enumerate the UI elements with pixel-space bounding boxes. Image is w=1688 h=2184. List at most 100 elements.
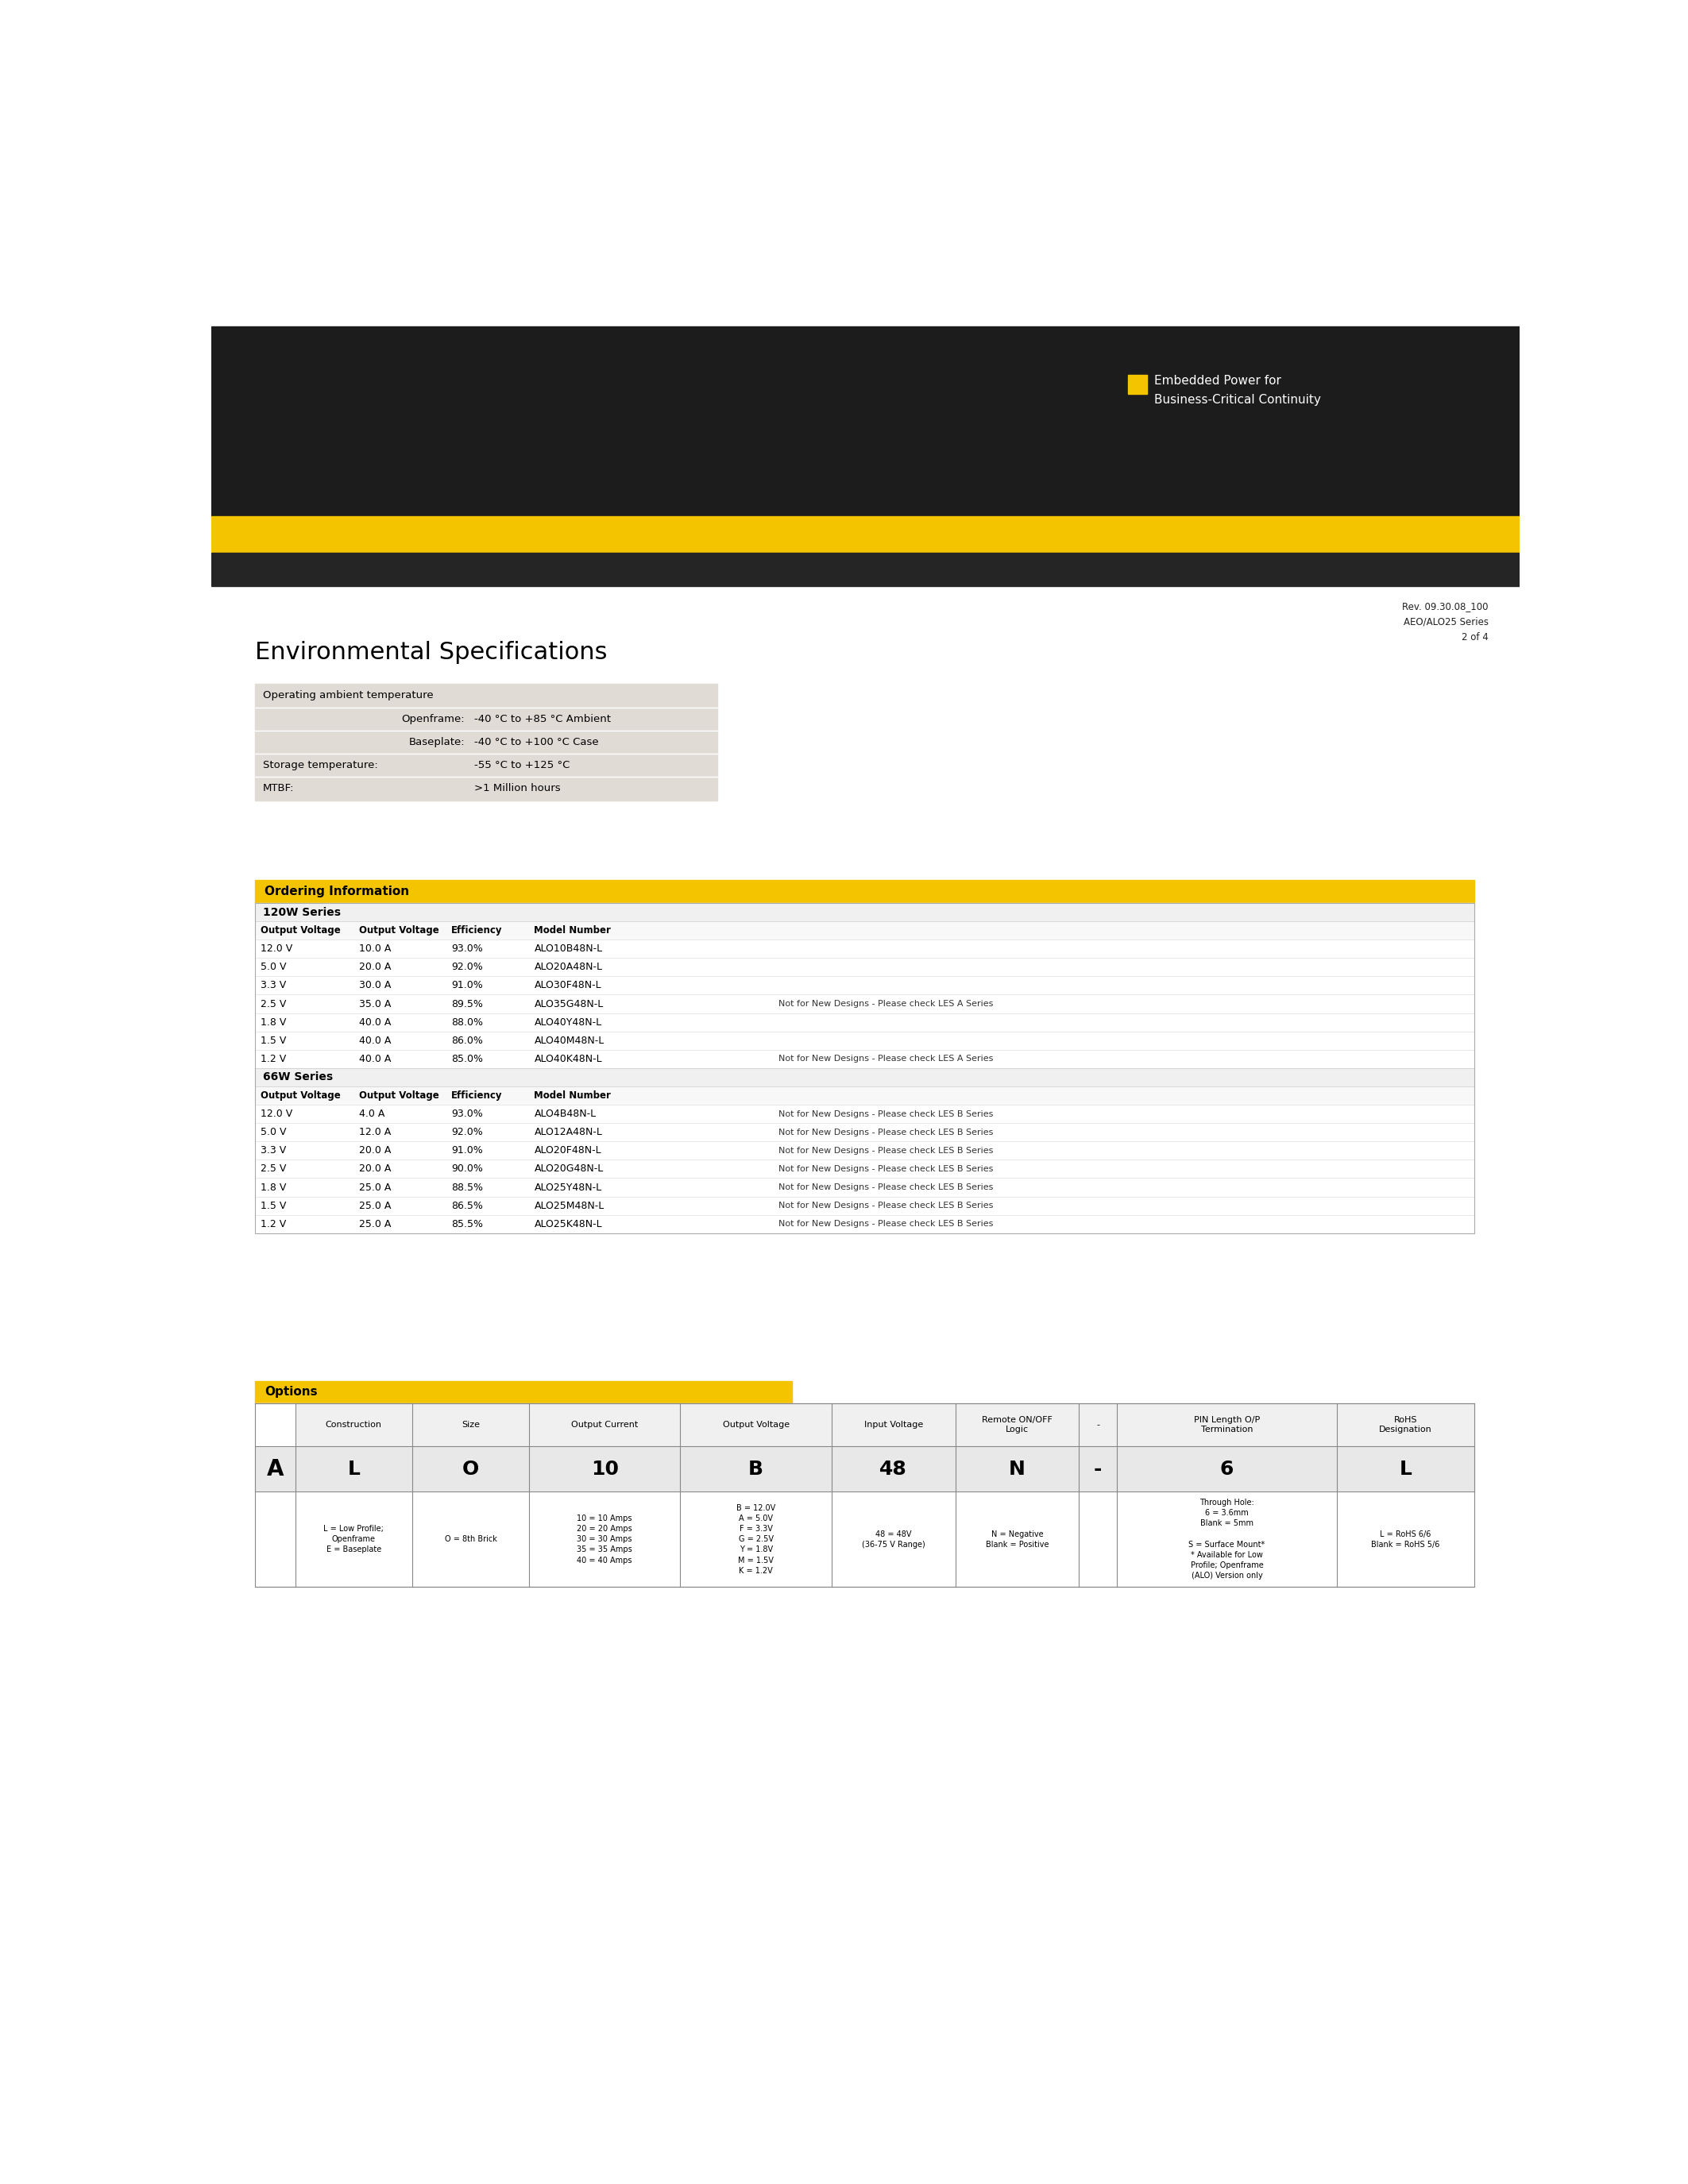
Text: 6: 6 (1220, 1459, 1234, 1479)
Text: 1.8 V: 1.8 V (260, 1182, 285, 1192)
Bar (1128, 376, 1146, 393)
Text: L: L (1399, 1459, 1411, 1479)
Text: Baseplate:: Baseplate: (408, 736, 464, 747)
Text: -: - (1096, 1420, 1099, 1428)
Text: L: L (348, 1459, 360, 1479)
Bar (255, 1197, 1474, 1214)
Bar (255, 1446, 1474, 1492)
Text: Not for New Designs - Please check LES B Series: Not for New Designs - Please check LES B… (778, 1164, 993, 1173)
Text: Not for New Designs - Please check LES B Series: Not for New Designs - Please check LES B… (778, 1129, 993, 1136)
Text: ALO10B48N-L: ALO10B48N-L (533, 943, 603, 954)
Text: A: A (267, 1457, 284, 1481)
Text: Not for New Designs - Please check LES B Series: Not for New Designs - Please check LES B… (778, 1201, 993, 1210)
Text: PIN Length O/P
Termination: PIN Length O/P Termination (1193, 1415, 1259, 1433)
Text: ALO40K48N-L: ALO40K48N-L (533, 1053, 603, 1064)
Text: RoHS
Designation: RoHS Designation (1379, 1415, 1431, 1433)
Text: ALO40Y48N-L: ALO40Y48N-L (533, 1018, 603, 1026)
Text: Size: Size (461, 1420, 479, 1428)
Text: Efficiency: Efficiency (451, 926, 503, 935)
Bar (255, 1085, 1474, 1105)
Bar (255, 1142, 1474, 1160)
Bar (255, 1402, 295, 1446)
Bar (255, 1123, 1474, 1142)
Text: Remote ON/OFF
Logic: Remote ON/OFF Logic (982, 1415, 1052, 1433)
Text: 10: 10 (591, 1459, 618, 1479)
Text: Efficiency: Efficiency (451, 1090, 503, 1101)
Text: 4.0 A: 4.0 A (360, 1109, 385, 1118)
Bar (255, 1105, 1474, 1123)
Text: 1.2 V: 1.2 V (260, 1219, 285, 1230)
Text: ALO35G48N-L: ALO35G48N-L (533, 998, 604, 1009)
Text: 120W Series: 120W Series (263, 906, 341, 917)
Text: 85.0%: 85.0% (451, 1053, 483, 1064)
Bar (255, 729, 717, 753)
Bar (255, 1013, 1474, 1031)
Text: ALO4B48N-L: ALO4B48N-L (533, 1109, 596, 1118)
Text: 3.3 V: 3.3 V (260, 1144, 285, 1155)
Bar (211, 325, 1519, 515)
Text: Ordering Information: Ordering Information (265, 885, 408, 898)
Text: 90.0%: 90.0% (451, 1164, 483, 1175)
Text: 20.0 A: 20.0 A (360, 1164, 392, 1175)
Text: O = 8th Brick: O = 8th Brick (444, 1535, 496, 1544)
Text: MTBF:: MTBF: (263, 784, 294, 793)
Bar (255, 902, 1474, 922)
Text: Embedded Power for: Embedded Power for (1155, 376, 1281, 387)
Bar (211, 515, 1519, 553)
Text: 10 = 10 Amps
20 = 20 Amps
30 = 30 Amps
35 = 35 Amps
40 = 40 Amps: 10 = 10 Amps 20 = 20 Amps 30 = 30 Amps 3… (577, 1514, 633, 1564)
Text: 1.5 V: 1.5 V (260, 1201, 285, 1210)
Text: Through Hole:
6 = 3.6mm
Blank = 5mm

S = Surface Mount*
* Available for Low
Prof: Through Hole: 6 = 3.6mm Blank = 5mm S = … (1188, 1498, 1264, 1579)
Text: Environmental Specifications: Environmental Specifications (255, 642, 608, 664)
Bar (255, 778, 717, 799)
Bar (255, 939, 1474, 959)
Text: Rev. 09.30.08_100: Rev. 09.30.08_100 (1403, 601, 1489, 612)
Text: Model Number: Model Number (533, 926, 611, 935)
Text: ALO40M48N-L: ALO40M48N-L (533, 1035, 604, 1046)
Text: 40.0 A: 40.0 A (360, 1018, 392, 1026)
Bar (255, 1031, 1474, 1051)
Bar (211, 553, 1519, 585)
Text: 10.0 A: 10.0 A (360, 943, 392, 954)
Text: Output Voltage: Output Voltage (722, 1420, 790, 1428)
Text: Business-Critical Continuity: Business-Critical Continuity (1155, 393, 1320, 406)
Text: ALO20G48N-L: ALO20G48N-L (533, 1164, 604, 1175)
Bar (255, 1492, 1474, 1586)
Bar (255, 708, 717, 729)
Text: Not for New Designs - Please check LES A Series: Not for New Designs - Please check LES A… (778, 1055, 993, 1064)
Text: N = Negative
Blank = Positive: N = Negative Blank = Positive (986, 1531, 1048, 1548)
Text: Not for New Designs - Please check LES B Series: Not for New Designs - Please check LES B… (778, 1221, 993, 1227)
Text: 1.2 V: 1.2 V (260, 1053, 285, 1064)
Text: 12.0 V: 12.0 V (260, 1109, 292, 1118)
Bar (255, 1051, 1474, 1068)
Text: Construction: Construction (326, 1420, 381, 1428)
Text: Not for New Designs - Please check LES B Series: Not for New Designs - Please check LES B… (778, 1109, 993, 1118)
Text: ALO25Y48N-L: ALO25Y48N-L (533, 1182, 603, 1192)
Text: 86.0%: 86.0% (451, 1035, 483, 1046)
Bar (255, 753, 717, 778)
Bar (255, 994, 1474, 1013)
Bar (255, 1214, 1474, 1234)
Text: 93.0%: 93.0% (451, 943, 483, 954)
Text: 88.5%: 88.5% (451, 1182, 483, 1192)
Text: Output Voltage: Output Voltage (360, 926, 439, 935)
Bar (255, 1380, 792, 1402)
Text: Not for New Designs - Please check LES A Series: Not for New Designs - Please check LES A… (778, 1000, 993, 1007)
Text: Options: Options (265, 1387, 317, 1398)
Text: Openframe:: Openframe: (402, 714, 464, 725)
Text: 2.5 V: 2.5 V (260, 1164, 285, 1175)
Text: ALO25M48N-L: ALO25M48N-L (533, 1201, 604, 1210)
Text: 85.5%: 85.5% (451, 1219, 483, 1230)
Text: 30.0 A: 30.0 A (360, 981, 392, 992)
Bar (255, 922, 1474, 939)
Bar (255, 976, 1474, 994)
Text: 5.0 V: 5.0 V (260, 961, 285, 972)
Text: 2 of 4: 2 of 4 (1462, 631, 1489, 642)
Text: Not for New Designs - Please check LES B Series: Not for New Designs - Please check LES B… (778, 1184, 993, 1190)
Text: L = RoHS 6/6
Blank = RoHS 5/6: L = RoHS 6/6 Blank = RoHS 5/6 (1371, 1531, 1440, 1548)
Text: ALO20F48N-L: ALO20F48N-L (533, 1144, 601, 1155)
Text: 92.0%: 92.0% (451, 961, 483, 972)
Text: Not for New Designs - Please check LES B Series: Not for New Designs - Please check LES B… (778, 1147, 993, 1155)
Text: 89.5%: 89.5% (451, 998, 483, 1009)
Bar (255, 1402, 1474, 1586)
Text: L = Low Profile;
Openframe
E = Baseplate: L = Low Profile; Openframe E = Baseplate (324, 1524, 383, 1553)
